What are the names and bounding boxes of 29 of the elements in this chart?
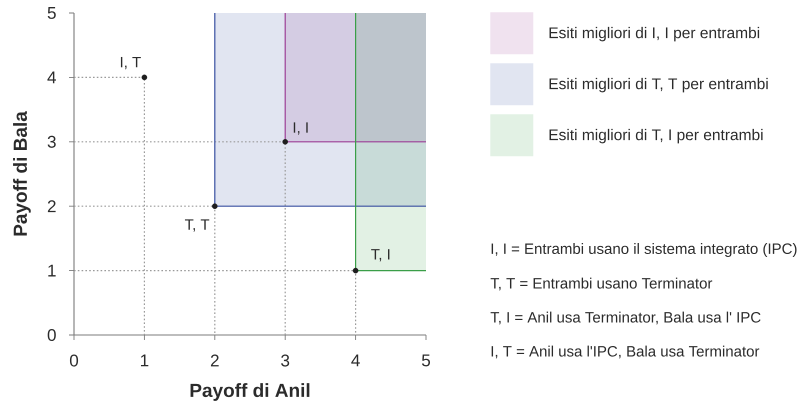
x-tick-label: 1: [140, 354, 148, 366]
y-tick-label: 2: [48, 200, 56, 212]
text: T, I = Anil usa Terminator, Bala usa l' IPC: [490, 312, 761, 324]
text: Esiti migliori di T, I per entrambi: [550, 128, 763, 144]
y-tick-label: 0: [48, 328, 56, 342]
y-tick-label: 5: [48, 7, 56, 19]
annotation: I, T: [120, 56, 141, 70]
x-tick-label: 4: [351, 354, 360, 366]
x-tick-label: 3: [281, 354, 290, 367]
point: [142, 74, 148, 80]
annotation: I, I: [294, 122, 308, 135]
x-tick-label: 0: [70, 354, 78, 367]
text: I, T = Anil usa l'IPC, Bala usa Terminator: [492, 346, 760, 358]
y-tick-label: 4: [47, 72, 56, 84]
x-tick-label: 2: [210, 354, 219, 366]
x-axis-title: Payoff di Anil: [190, 383, 310, 401]
y-tick-label: 3: [48, 136, 56, 148]
point: [282, 139, 288, 145]
point: [212, 203, 218, 209]
y-axis-title: Payoff di Bala: [13, 111, 31, 236]
y-tick-label: 1: [48, 264, 56, 276]
text: T, T = Entrambi usano Terminator: [490, 278, 712, 290]
text: Esiti migliori di I, I per entrambi: [550, 26, 760, 42]
text: Esiti migliori di T, T per entrambi: [550, 78, 768, 92]
annotation: T, I: [371, 249, 390, 262]
x-tick-label: 5: [422, 354, 430, 366]
text: I, I = Entrambi usano il sistema integrato (IPC): [492, 242, 797, 257]
annotation: T, T: [184, 219, 210, 232]
point: [352, 268, 358, 274]
